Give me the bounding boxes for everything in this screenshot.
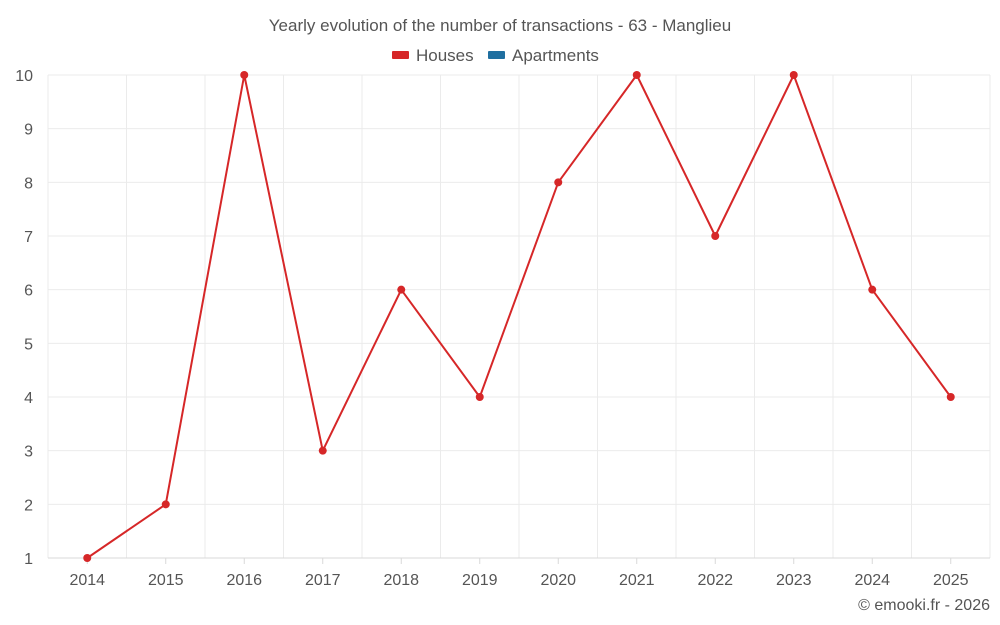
- legend: Houses Apartments: [392, 46, 599, 65]
- chart-title: Yearly evolution of the number of transa…: [269, 16, 731, 35]
- data-point[interactable]: [946, 393, 955, 401]
- legend-label-apartments: Apartments: [512, 46, 599, 65]
- x-tick-label: 2019: [462, 572, 498, 589]
- x-tick-label: 2025: [933, 572, 969, 589]
- y-tick-label: 7: [24, 229, 33, 246]
- x-tick-label: 2017: [305, 572, 341, 589]
- data-point[interactable]: [240, 71, 249, 79]
- y-tick-label: 8: [24, 175, 33, 192]
- y-tick-label: 6: [24, 283, 33, 300]
- data-point[interactable]: [397, 285, 406, 294]
- x-tick-label: 2018: [383, 572, 419, 589]
- data-point[interactable]: [789, 71, 798, 79]
- y-tick-label: 2: [24, 497, 33, 514]
- x-tick-label: 2020: [540, 572, 576, 589]
- data-point[interactable]: [318, 446, 327, 455]
- x-tick-label: 2014: [69, 572, 105, 589]
- x-tick-label: 2021: [619, 572, 655, 589]
- x-tick-label: 2023: [776, 572, 812, 589]
- data-point[interactable]: [83, 554, 92, 562]
- series-line-houses: [86, 74, 952, 559]
- x-tick-label: 2022: [697, 572, 733, 589]
- y-tick-label: 1: [24, 551, 33, 568]
- data-point[interactable]: [868, 285, 877, 294]
- data-point[interactable]: [161, 500, 170, 509]
- legend-label-houses: Houses: [416, 46, 474, 65]
- data-point[interactable]: [554, 178, 563, 187]
- y-axis: 1 2 3 4 5 6 7 8 9 10: [15, 68, 33, 568]
- series-houses: [83, 71, 955, 562]
- y-tick-label: 4: [24, 390, 33, 407]
- x-tick-label: 2024: [854, 572, 890, 589]
- legend-item-houses[interactable]: Houses: [392, 46, 474, 65]
- legend-swatch-houses: [392, 51, 409, 59]
- legend-swatch-apartments: [488, 51, 505, 59]
- legend-item-apartments[interactable]: Apartments: [488, 46, 599, 65]
- data-point[interactable]: [632, 71, 641, 79]
- x-axis: 2014 2015 2016 2017 2018 2019 2020 2021 2022 2023…: [48, 557, 990, 589]
- y-tick-label: 5: [24, 336, 33, 353]
- credit: © emooki.fr - 2026: [858, 597, 990, 614]
- data-point[interactable]: [711, 232, 720, 240]
- x-tick-label: 2015: [148, 572, 184, 589]
- y-tick-label: 10: [15, 68, 33, 85]
- y-tick-label: 9: [24, 122, 33, 139]
- data-point[interactable]: [475, 393, 484, 401]
- x-tick-label: 2016: [226, 572, 262, 589]
- grid: [47, 74, 991, 559]
- y-tick-label: 3: [24, 444, 33, 461]
